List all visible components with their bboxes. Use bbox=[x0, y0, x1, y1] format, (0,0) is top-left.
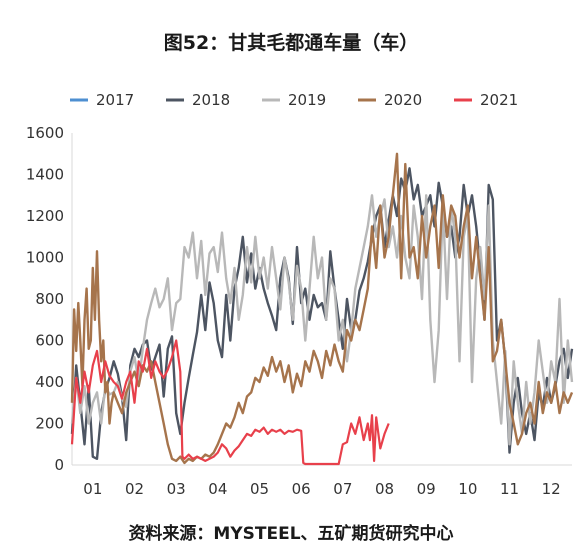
x-tick-label: 11 bbox=[500, 480, 519, 498]
x-tick-label: 03 bbox=[167, 480, 186, 498]
x-tick-label: 06 bbox=[292, 480, 311, 498]
legend-label-2018: 2018 bbox=[192, 91, 230, 109]
x-tick-label: 10 bbox=[458, 480, 477, 498]
series-line-2018 bbox=[70, 167, 574, 460]
legend-label-2017: 2017 bbox=[96, 91, 134, 109]
x-tick-label: 08 bbox=[375, 480, 394, 498]
y-tick-label: 1400 bbox=[26, 166, 64, 184]
y-tick-label: 0 bbox=[54, 456, 64, 474]
y-tick-label: 800 bbox=[35, 290, 64, 308]
y-tick-label: 1600 bbox=[26, 124, 64, 142]
x-tick-label: 05 bbox=[250, 480, 269, 498]
y-tick-label: 1000 bbox=[26, 249, 64, 267]
x-tick-label: 12 bbox=[542, 480, 561, 498]
y-tick-label: 600 bbox=[35, 332, 64, 350]
legend-label-2019: 2019 bbox=[288, 91, 326, 109]
y-ticks: 0 200 400 600 800 1000 1200 1400 1600 bbox=[26, 124, 64, 474]
legend-label-2020: 2020 bbox=[384, 91, 422, 109]
chart-title: 图52：甘其毛都通车量（车） bbox=[164, 31, 418, 54]
x-tick-label: 02 bbox=[125, 480, 144, 498]
y-tick-label: 1200 bbox=[26, 207, 64, 225]
series-line-2020 bbox=[70, 152, 574, 465]
y-tick-label: 400 bbox=[35, 373, 64, 391]
series-layer bbox=[70, 152, 574, 466]
legend: 2017 2018 2019 2020 2021 bbox=[70, 91, 518, 109]
series-line-2019 bbox=[70, 194, 574, 446]
axes bbox=[71, 133, 572, 466]
chart-source: 资料来源：MYSTEEL、五矿期货研究中心 bbox=[128, 523, 453, 544]
y-tick-label: 200 bbox=[35, 415, 64, 433]
x-tick-label: 09 bbox=[417, 480, 436, 498]
x-tick-label: 01 bbox=[83, 480, 102, 498]
x-tick-label: 04 bbox=[208, 480, 227, 498]
x-ticks: 01 02 03 04 05 06 07 08 09 10 11 12 bbox=[83, 480, 560, 498]
x-tick-label: 07 bbox=[333, 480, 352, 498]
series-line-2021 bbox=[70, 339, 390, 466]
legend-label-2021: 2021 bbox=[480, 91, 518, 109]
